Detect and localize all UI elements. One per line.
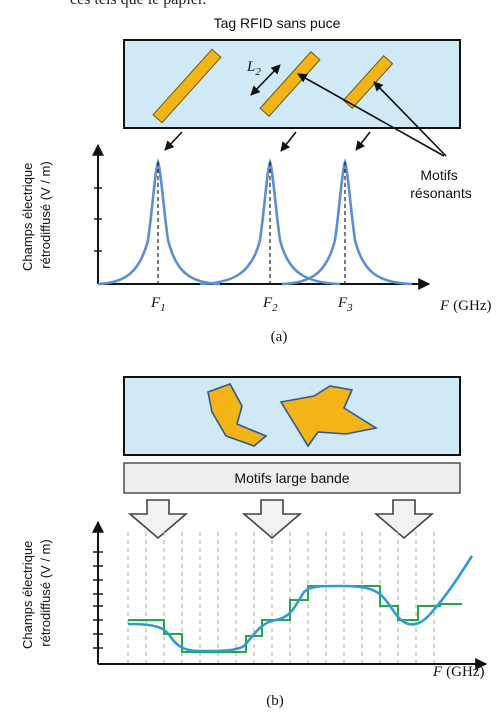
resonance-curve-1 (97, 158, 221, 286)
pointer-arrow-1 (164, 131, 183, 151)
x-axis-label-b: F (GHz) (432, 664, 485, 680)
callout-line-1 (297, 73, 445, 157)
top-text-fragment: ces tels que le papier. (70, 0, 206, 8)
band-label: Motifs large bande (234, 470, 349, 486)
wideband-shape-2 (279, 385, 379, 448)
freq-label-1: F1 (150, 295, 166, 314)
step-curve (128, 585, 462, 653)
resonator-3 (342, 54, 394, 110)
block-arrow-3 (373, 499, 435, 540)
resonant-label: Motifs résonants (410, 167, 471, 201)
resonator-1 (152, 48, 222, 124)
tag-title: Tag RFID sans puce (214, 15, 341, 31)
caption-b: (b) (266, 693, 284, 709)
freq-label-3: F3 (337, 295, 353, 314)
pointer-arrow-2 (280, 131, 297, 152)
caption-a: (a) (271, 329, 288, 345)
y-ticks-b (93, 551, 103, 649)
band-label-box (123, 462, 461, 494)
y-axis-label-b: Champs électrique rétrodiffusé (V / m) (20, 537, 53, 649)
freq-label-2: F2 (262, 295, 278, 314)
resonance-curve-3 (281, 158, 413, 286)
block-arrow-1 (127, 499, 189, 540)
pointer-arrow-3 (355, 131, 371, 151)
panel-b: Motifs large bande C (20, 376, 488, 709)
wideband-shape-1 (207, 383, 268, 447)
callout-line-2 (373, 81, 447, 157)
resonator-2 (259, 51, 321, 117)
block-arrow-2 (241, 499, 303, 540)
frequency-grid (127, 532, 435, 664)
resonance-curve-2 (199, 158, 341, 286)
y-axis-label-a: Champs électrique rétrodiffusé (V / m) (20, 159, 53, 271)
smooth-curve (127, 555, 474, 653)
x-axis-label-a: F (GHz) (439, 298, 492, 314)
length-arrow (250, 64, 281, 96)
length-label: L2 (246, 59, 261, 78)
panel-a: Tag RFID sans puce L2 Motifs résonants C… (20, 15, 492, 345)
